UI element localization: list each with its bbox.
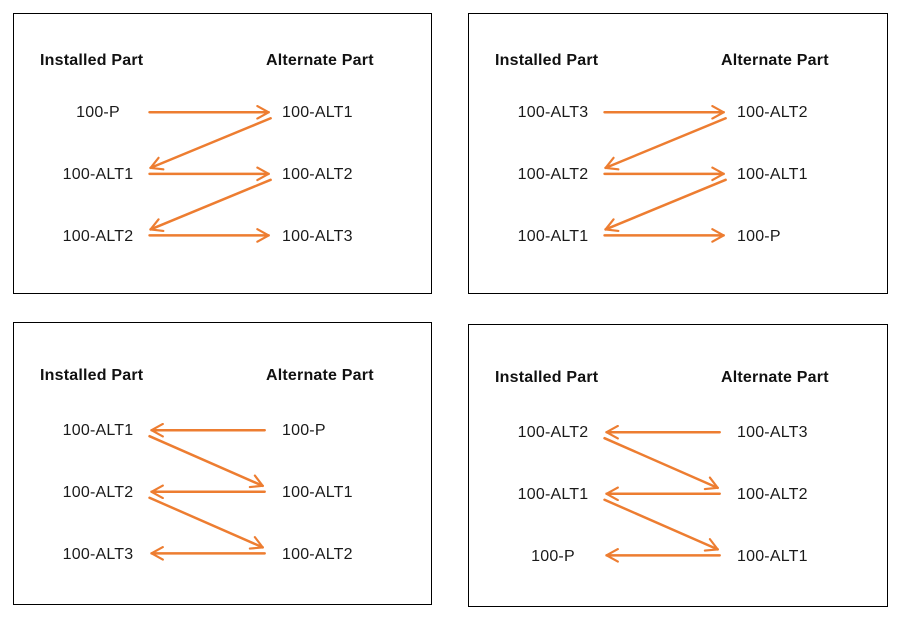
installed-part-label: 100-ALT2 [62, 228, 134, 245]
installed-part-label: 100-ALT1 [517, 486, 589, 503]
arrow-diagonal-down-left [604, 117, 727, 171]
alternate-part-label: 100-ALT2 [737, 486, 808, 503]
installed-part-label: 100-ALT3 [517, 104, 589, 121]
installed-part-label: 100-ALT2 [517, 424, 589, 441]
alternate-part-label: 100-ALT1 [282, 484, 353, 501]
panel-top-left: Installed Part Alternate Part 100-P 100-… [13, 13, 432, 294]
installed-part-header: Installed Part [40, 52, 144, 69]
panel-bottom-right: Installed Part Alternate Part 100-ALT2 1… [468, 324, 888, 607]
arrow-diagonal-down-left [149, 117, 272, 171]
installed-part-label: 100-ALT2 [62, 484, 134, 501]
installed-part-header: Installed Part [495, 52, 599, 69]
alternate-part-label: 100-ALT1 [737, 548, 808, 565]
alternate-part-label: 100-P [282, 422, 326, 439]
installed-part-label: 100-ALT1 [517, 228, 589, 245]
installed-part-label: 100-ALT1 [62, 166, 134, 183]
arrow-diagonal-down-right [148, 434, 264, 489]
panel-top-right: Installed Part Alternate Part 100-ALT3 1… [468, 13, 888, 294]
alternate-part-header: Alternate Part [721, 369, 829, 386]
installed-part-label: 100-P [531, 548, 575, 565]
installed-part-header: Installed Part [40, 367, 144, 384]
alternate-part-label: 100-P [737, 228, 781, 245]
alternate-part-label: 100-ALT3 [737, 424, 808, 441]
arrow-diagonal-down-right [603, 498, 719, 552]
alternate-part-label: 100-ALT3 [282, 228, 353, 245]
arrow-diagonal-down-left [604, 178, 727, 232]
alternate-part-header: Alternate Part [266, 367, 374, 384]
arrow-diagonal-down-left [149, 178, 272, 232]
installed-part-label: 100-ALT1 [62, 422, 134, 439]
installed-part-label: 100-ALT2 [517, 166, 589, 183]
alternate-part-label: 100-ALT2 [737, 104, 808, 121]
panel-bottom-left: Installed Part Alternate Part 100-ALT1 1… [13, 322, 432, 605]
installed-part-label: 100-ALT3 [62, 546, 134, 563]
alternate-part-label: 100-ALT2 [282, 166, 353, 183]
alternate-part-label: 100-ALT1 [282, 104, 353, 121]
installed-part-label: 100-P [76, 104, 120, 121]
alternate-part-label: 100-ALT1 [737, 166, 808, 183]
arrow-diagonal-down-right [603, 436, 719, 491]
alternate-part-header: Alternate Part [721, 52, 829, 69]
alternate-part-label: 100-ALT2 [282, 546, 353, 563]
alternate-part-header: Alternate Part [266, 52, 374, 69]
arrow-diagonal-down-right [148, 496, 264, 550]
installed-part-header: Installed Part [495, 369, 599, 386]
